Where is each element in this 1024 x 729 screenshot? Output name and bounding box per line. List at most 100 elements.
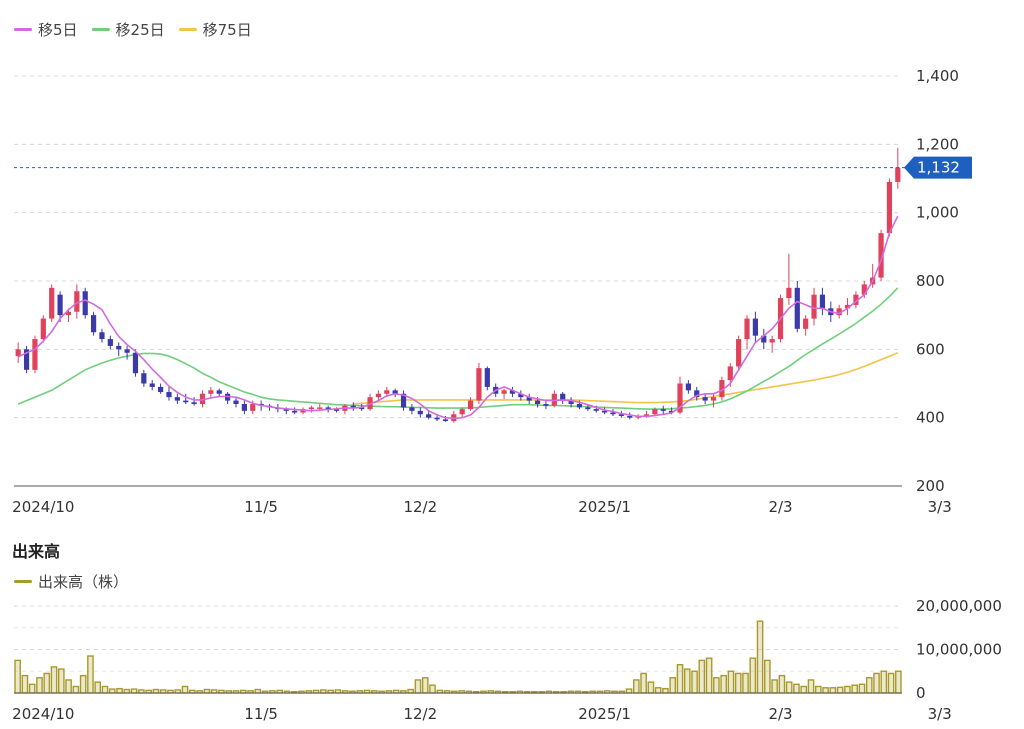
candle-body: [107, 339, 113, 346]
volume-bar: [778, 674, 786, 694]
candle-body: [585, 407, 591, 410]
candle-body: [65, 311, 72, 316]
candle-body: [861, 284, 867, 295]
candle-body: [417, 410, 423, 415]
volume-bar: [793, 683, 800, 694]
candle-body: [434, 417, 440, 420]
volume-bar: [21, 674, 29, 694]
candle-body: [794, 287, 800, 329]
volume-swatch: [14, 580, 32, 583]
candle-body: [560, 393, 566, 401]
volume-bar: [429, 684, 436, 694]
candle-body: [484, 368, 490, 387]
volume-x-tick-label: 11/5: [244, 705, 278, 723]
volume-bar: [895, 670, 902, 694]
candle-body: [333, 409, 340, 411]
legend-item-volume[interactable]: 出来高（株）: [14, 571, 128, 592]
candle-body: [459, 409, 465, 415]
candle-body: [49, 287, 55, 319]
candle-body: [174, 397, 180, 401]
legend-item-ma5[interactable]: 移5日: [14, 19, 78, 40]
volume-bar: [734, 672, 742, 694]
volume-bar: [742, 672, 749, 694]
price-legend: 移5日 移25日 移75日: [14, 19, 266, 40]
candle-body: [158, 386, 164, 393]
volume-bar: [756, 620, 764, 694]
volume-bar: [640, 672, 647, 694]
candle-body: [359, 407, 365, 410]
volume-bar: [887, 672, 895, 694]
candle-body: [442, 419, 449, 422]
volume-bar: [28, 683, 36, 694]
candle-body: [627, 415, 633, 418]
legend-item-ma75[interactable]: 移75日: [178, 19, 252, 40]
legend-item-ma25[interactable]: 移25日: [91, 19, 165, 40]
candle-body: [241, 404, 247, 411]
volume-bar: [720, 674, 727, 694]
current-price-tag: [904, 156, 972, 179]
candle-body: [325, 407, 331, 410]
candle-body: [526, 397, 532, 401]
current-price-label: 1,132: [917, 159, 960, 177]
candle-body: [82, 291, 88, 316]
price-x-tick-label: 11/5: [244, 498, 278, 516]
candle-body: [736, 339, 742, 367]
candle-body: [501, 390, 507, 394]
volume-bar: [57, 668, 65, 694]
candle-body: [400, 393, 407, 408]
candle-body: [191, 402, 197, 404]
candle-body: [803, 318, 809, 329]
price-y-tick-label: 800: [916, 272, 945, 290]
candle-body: [602, 410, 608, 413]
candle-body: [476, 368, 482, 401]
volume-bar: [749, 657, 757, 694]
candle-body: [719, 380, 725, 398]
volume-x-tick-label: 3/3: [928, 705, 952, 723]
candle-body: [166, 392, 172, 398]
volume-bar: [676, 664, 684, 694]
volume-y-tick-label: 0: [916, 684, 926, 702]
candle-body: [208, 390, 214, 394]
candle-body: [534, 400, 541, 404]
volume-bar: [87, 655, 94, 694]
volume-bar: [116, 687, 123, 694]
candle-body: [886, 181, 893, 234]
candle-body: [384, 390, 390, 394]
volume-bar: [414, 679, 422, 694]
ma5-swatch: [14, 28, 32, 31]
ma5-line: [17, 215, 899, 420]
candle-body: [593, 409, 599, 411]
candle-body: [116, 345, 122, 350]
candle-body: [426, 414, 432, 418]
price-y-tick-label: 600: [916, 340, 945, 358]
candle-body: [853, 294, 859, 305]
volume-bar: [800, 685, 808, 694]
candle-body: [744, 318, 750, 340]
candle-body: [292, 410, 298, 413]
candle-body: [40, 318, 46, 340]
candle-body: [652, 409, 658, 415]
volume-bar: [421, 677, 429, 694]
volume-bar: [683, 668, 691, 694]
candle-body: [811, 294, 817, 319]
candle-body: [543, 404, 549, 406]
candle-body: [57, 294, 63, 316]
volume-bar: [79, 674, 87, 694]
price-y-tick-label: 1,400: [916, 67, 959, 85]
candle-body: [250, 404, 256, 411]
candle-body: [761, 335, 767, 343]
candle-body: [551, 393, 557, 406]
candle-body: [576, 404, 583, 408]
candle-body: [183, 400, 189, 403]
candle-body: [786, 287, 792, 299]
volume-bar: [108, 688, 116, 694]
candle-body: [141, 373, 147, 384]
candle-body: [752, 318, 758, 336]
candle-body: [660, 409, 666, 411]
legend-label-ma75: 移75日: [202, 21, 252, 39]
volume-bar: [829, 687, 837, 694]
candle-body: [32, 339, 38, 370]
volume-bar: [152, 688, 160, 694]
price-x-tick-label: 2/3: [768, 498, 792, 516]
volume-bar: [254, 688, 262, 694]
